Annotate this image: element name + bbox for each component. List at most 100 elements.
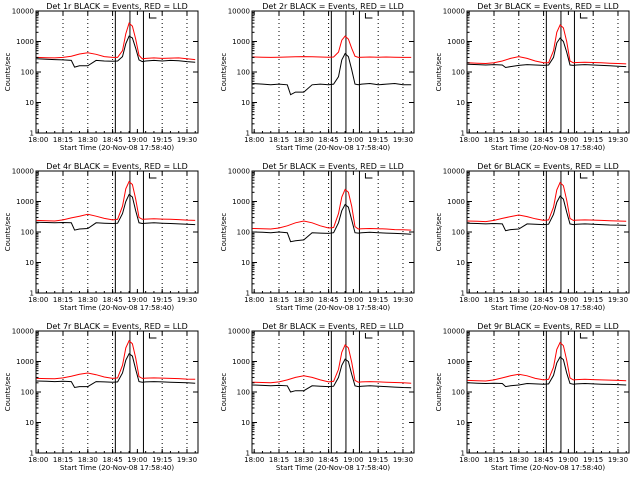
x-tick-label: 19:30 xyxy=(608,296,628,304)
x-tick-label: 19:00 xyxy=(558,136,578,144)
x-tick-label: 18:45 xyxy=(318,296,338,304)
x-axis-label: Start Time (20-Nov-08 17:58:40) xyxy=(60,464,174,472)
y-tick-label: 10 xyxy=(25,99,34,107)
x-axis-label: Start Time (20-Nov-08 17:58:40) xyxy=(491,464,605,472)
corner-marker xyxy=(579,333,588,339)
detector-panel-1: 18:00 18:15 18:30 18:45 19:00 19:15 19:30 1 10 10… xyxy=(4,2,199,152)
x-axis-label: Start Time (20-Nov-08 17:58:40) xyxy=(276,304,390,312)
detector-panel-6: 18:00 18:15 18:30 18:45 19:00 19:15 19:30 1 10 10… xyxy=(435,162,630,312)
y-tick-label: 100 xyxy=(237,389,250,397)
y-tick-label: 1 xyxy=(30,450,34,458)
x-tick-label: 19:30 xyxy=(393,136,413,144)
x-tick-label: 18:15 xyxy=(53,456,73,464)
y-tick-label: 100 xyxy=(21,389,34,397)
y-tick-label: 10000 xyxy=(443,8,465,16)
detector-panel-5: 18:00 18:15 18:30 18:45 19:00 19:15 19:30 1 10 10… xyxy=(220,162,415,312)
y-tick-label: 1 xyxy=(30,130,34,138)
plot-frame xyxy=(35,170,199,294)
detector-panel-2: 18:00 18:15 18:30 18:45 19:00 19:15 19:30 1 10 10… xyxy=(220,2,415,152)
series-line-events xyxy=(467,356,627,388)
corner-marker xyxy=(364,13,373,19)
y-tick-label: 10 xyxy=(456,419,465,427)
x-tick-label: 18:15 xyxy=(484,456,504,464)
x-axis-label: Start Time (20-Nov-08 17:58:40) xyxy=(491,144,605,152)
x-tick-label: 19:15 xyxy=(152,136,172,144)
detector-panel-3: 18:00 18:15 18:30 18:45 19:00 19:15 19:30 1 10 10… xyxy=(435,2,630,152)
detector-panel-8: 18:00 18:15 18:30 18:45 19:00 19:15 19:30 1 10 10… xyxy=(220,322,415,472)
y-tick-label: 100 xyxy=(237,229,250,237)
y-tick-label: 1000 xyxy=(232,198,250,206)
y-tick-label: 100 xyxy=(237,69,250,77)
x-axis-label: Start Time (20-Nov-08 17:58:40) xyxy=(276,144,390,152)
corner-marker xyxy=(148,173,157,179)
x-axis-label: Start Time (20-Nov-08 17:58:40) xyxy=(60,144,174,152)
plot-frame xyxy=(466,10,630,134)
y-tick-label: 10 xyxy=(25,259,34,267)
y-tick-label: 10000 xyxy=(12,328,34,336)
corner-marker xyxy=(364,333,373,339)
x-tick-label: 19:30 xyxy=(177,456,197,464)
plot-frame xyxy=(251,10,415,134)
y-tick-label: 1000 xyxy=(447,38,465,46)
y-tick-label: 1 xyxy=(461,450,465,458)
series-line-events xyxy=(252,358,412,393)
detector-panel-9: 18:00 18:15 18:30 18:45 19:00 19:15 19:30 1 10 10… xyxy=(435,322,630,472)
x-tick-label: 19:30 xyxy=(177,136,197,144)
x-tick-label: 18:00 xyxy=(459,296,479,304)
y-tick-label: 1 xyxy=(461,290,465,298)
x-tick-label: 18:15 xyxy=(269,456,289,464)
x-tick-label: 18:45 xyxy=(318,136,338,144)
y-axis-label: Counts/sec xyxy=(220,53,228,92)
x-tick-label: 18:00 xyxy=(244,136,264,144)
panel-title: Det 4r BLACK = Events, RED = LLD xyxy=(46,162,188,171)
x-tick-label: 18:45 xyxy=(533,136,553,144)
panel-title: Det 1r BLACK = Events, RED = LLD xyxy=(46,2,188,11)
y-tick-label: 1 xyxy=(30,290,34,298)
y-tick-label: 10000 xyxy=(228,328,250,336)
x-tick-label: 18:00 xyxy=(459,136,479,144)
panel-title: Det 3r BLACK = Events, RED = LLD xyxy=(477,2,619,11)
x-tick-label: 19:15 xyxy=(583,136,603,144)
x-tick-label: 18:00 xyxy=(28,136,48,144)
series-line-events xyxy=(252,203,412,243)
series-line-events xyxy=(36,352,196,389)
series-line-lld xyxy=(36,180,196,222)
x-tick-label: 18:45 xyxy=(102,296,122,304)
y-axis-label: Counts/sec xyxy=(435,213,443,252)
series-line-events xyxy=(467,195,627,232)
x-axis-label: Start Time (20-Nov-08 17:58:40) xyxy=(60,304,174,312)
y-tick-label: 10000 xyxy=(12,168,34,176)
x-tick-label: 18:30 xyxy=(78,136,98,144)
y-tick-label: 10000 xyxy=(12,8,34,16)
corner-marker xyxy=(148,333,157,339)
series-line-lld xyxy=(467,24,627,65)
plot-frame xyxy=(35,330,199,454)
y-tick-label: 1000 xyxy=(16,198,34,206)
x-tick-label: 19:30 xyxy=(177,296,197,304)
y-axis-label: Counts/sec xyxy=(220,213,228,252)
series-line-events xyxy=(467,37,627,69)
y-tick-label: 1000 xyxy=(16,38,34,46)
x-tick-label: 18:00 xyxy=(459,456,479,464)
x-tick-label: 18:30 xyxy=(78,456,98,464)
y-tick-label: 10 xyxy=(241,259,250,267)
x-tick-label: 19:00 xyxy=(127,136,147,144)
series-line-events xyxy=(252,52,412,96)
panel-title: Det 7r BLACK = Events, RED = LLD xyxy=(46,322,188,331)
y-tick-label: 10000 xyxy=(443,328,465,336)
x-tick-label: 18:15 xyxy=(269,296,289,304)
y-tick-label: 1 xyxy=(246,450,250,458)
y-tick-label: 10 xyxy=(241,419,250,427)
corner-marker xyxy=(364,173,373,179)
y-axis-label: Counts/sec xyxy=(4,373,12,412)
x-tick-label: 18:45 xyxy=(533,296,553,304)
x-tick-label: 18:00 xyxy=(244,456,264,464)
x-tick-label: 19:00 xyxy=(558,456,578,464)
x-tick-label: 18:45 xyxy=(318,456,338,464)
plot-frame xyxy=(35,10,199,134)
x-tick-label: 19:15 xyxy=(368,456,388,464)
corner-marker xyxy=(148,13,157,19)
panel-title: Det 2r BLACK = Events, RED = LLD xyxy=(262,2,404,11)
panel-title: Det 6r BLACK = Events, RED = LLD xyxy=(477,162,619,171)
